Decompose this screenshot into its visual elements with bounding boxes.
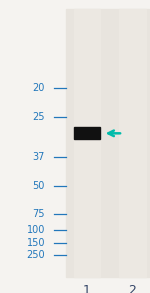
Text: 150: 150 [27,238,45,248]
Text: 1: 1 [83,284,91,293]
Text: 75: 75 [33,209,45,219]
Bar [74,127,100,139]
Text: 2: 2 [128,284,136,293]
Text: 37: 37 [33,152,45,162]
Text: 100: 100 [27,225,45,235]
Bar [66,9,148,277]
Bar [118,9,146,277]
Text: 25: 25 [33,112,45,122]
Bar [74,9,100,277]
Text: 250: 250 [26,250,45,260]
Text: 20: 20 [33,83,45,93]
Text: 50: 50 [33,181,45,191]
